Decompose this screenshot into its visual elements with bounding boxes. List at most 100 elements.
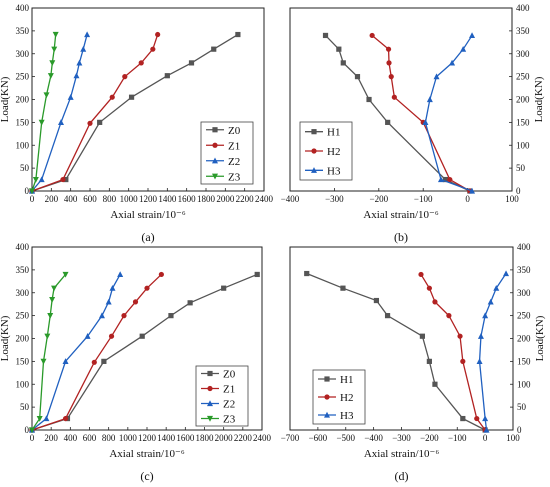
series-Z3: [29, 31, 59, 195]
x-tick-label: 100: [506, 433, 520, 443]
data-point: [426, 96, 433, 103]
chart-panel-4: −700 −600 −500 −400 −300 −200 −100 0 10005010015…: [281, 242, 546, 483]
data-point: [384, 313, 391, 319]
data-point: [84, 333, 91, 339]
data-point: [108, 333, 115, 339]
x-tick-label: 1200: [138, 433, 157, 443]
data-point: [87, 120, 93, 126]
x-tick-label: −400: [364, 433, 383, 443]
data-point: [73, 72, 80, 79]
data-point: [164, 73, 170, 79]
data-point: [62, 358, 69, 364]
data-point: [188, 60, 195, 66]
data-point: [43, 415, 50, 422]
data-point: [254, 271, 260, 278]
data-point: [52, 31, 59, 38]
legend-marker: [212, 173, 218, 180]
x-tick-label: 800: [102, 433, 116, 443]
x-tick-label: 600: [83, 194, 97, 204]
legend-marker: [311, 129, 317, 135]
y-tick-label: 300: [517, 288, 531, 298]
x-tick-label: −300: [392, 433, 411, 443]
panel-label: (c): [140, 469, 153, 483]
data-point: [460, 45, 467, 52]
panel-label: (b): [394, 230, 408, 244]
data-point: [38, 119, 45, 126]
x-tick-label: 0: [465, 194, 470, 204]
data-point: [117, 271, 124, 278]
data-point: [442, 176, 448, 183]
legend-marker: [324, 394, 330, 400]
x-tick-label: 0: [30, 194, 35, 204]
series-line: [31, 33, 239, 192]
legend-label: Z0: [223, 369, 236, 381]
legend-label: Z2: [223, 399, 235, 411]
data-point: [460, 415, 466, 422]
y-tick-label: 100: [16, 379, 30, 389]
data-point: [43, 92, 50, 99]
data-point: [139, 333, 145, 339]
x-tick-label: 2000: [216, 194, 235, 204]
legend-marker: [324, 376, 330, 382]
data-point: [80, 45, 87, 52]
series-line: [424, 35, 473, 192]
x-tick-label: −600: [309, 433, 328, 443]
y-tick-label: 350: [516, 26, 530, 36]
data-point: [62, 271, 69, 278]
data-point: [36, 415, 43, 422]
legend-label: H1: [327, 127, 340, 139]
x-tick-label: 1600: [176, 433, 195, 443]
legend-label: Z1: [228, 140, 240, 152]
series-line: [31, 34, 88, 192]
data-point: [469, 187, 476, 194]
x-tick-label: 1800: [197, 194, 216, 204]
data-point: [432, 381, 438, 387]
x-tick-label: 1400: [157, 433, 176, 443]
data-point: [235, 31, 241, 38]
data-point: [150, 46, 156, 52]
data-point: [109, 284, 116, 291]
y-tick-label: 100: [16, 140, 30, 150]
data-point: [49, 60, 56, 67]
x-tick-label: 1800: [196, 433, 215, 443]
series-line: [31, 273, 258, 431]
data-point: [482, 312, 489, 319]
y-tick-label: 0: [25, 425, 30, 435]
x-tick-label: 2000: [215, 433, 234, 443]
data-point: [109, 94, 115, 100]
series-Z3: [29, 271, 69, 434]
data-point: [221, 285, 227, 291]
data-point: [483, 426, 490, 433]
y-tick-label: 300: [516, 49, 530, 59]
data-point: [447, 176, 453, 183]
series-H3: [476, 270, 510, 433]
legend: H1 H2 H3: [299, 121, 353, 181]
data-point: [386, 60, 392, 66]
x-tick-label: 1400: [158, 194, 177, 204]
y-tick-label: 100: [517, 379, 531, 389]
series-Z2: [29, 271, 124, 433]
y-tick-label: 400: [16, 3, 30, 13]
data-point: [29, 188, 35, 195]
data-point: [51, 285, 58, 292]
x-tick-label: 0: [30, 433, 35, 443]
series-line: [31, 34, 57, 192]
data-point: [388, 74, 394, 80]
data-point: [493, 284, 500, 291]
data-point: [474, 415, 480, 422]
data-point: [482, 415, 489, 422]
y-tick-label: 350: [517, 265, 531, 275]
legend-marker: [207, 400, 213, 407]
legend-marker: [207, 385, 213, 392]
x-tick-label: −100: [414, 194, 433, 204]
data-point: [49, 297, 56, 303]
data-point: [67, 94, 74, 100]
data-point: [476, 358, 483, 364]
data-point: [91, 359, 97, 365]
x-axis-label: Axial strain/10⁻⁶: [363, 209, 438, 221]
y-tick-label: 150: [517, 356, 531, 366]
y-tick-label: 250: [517, 311, 531, 321]
y-tick-label: 200: [516, 95, 530, 105]
data-point: [426, 285, 432, 291]
data-point: [426, 358, 432, 364]
